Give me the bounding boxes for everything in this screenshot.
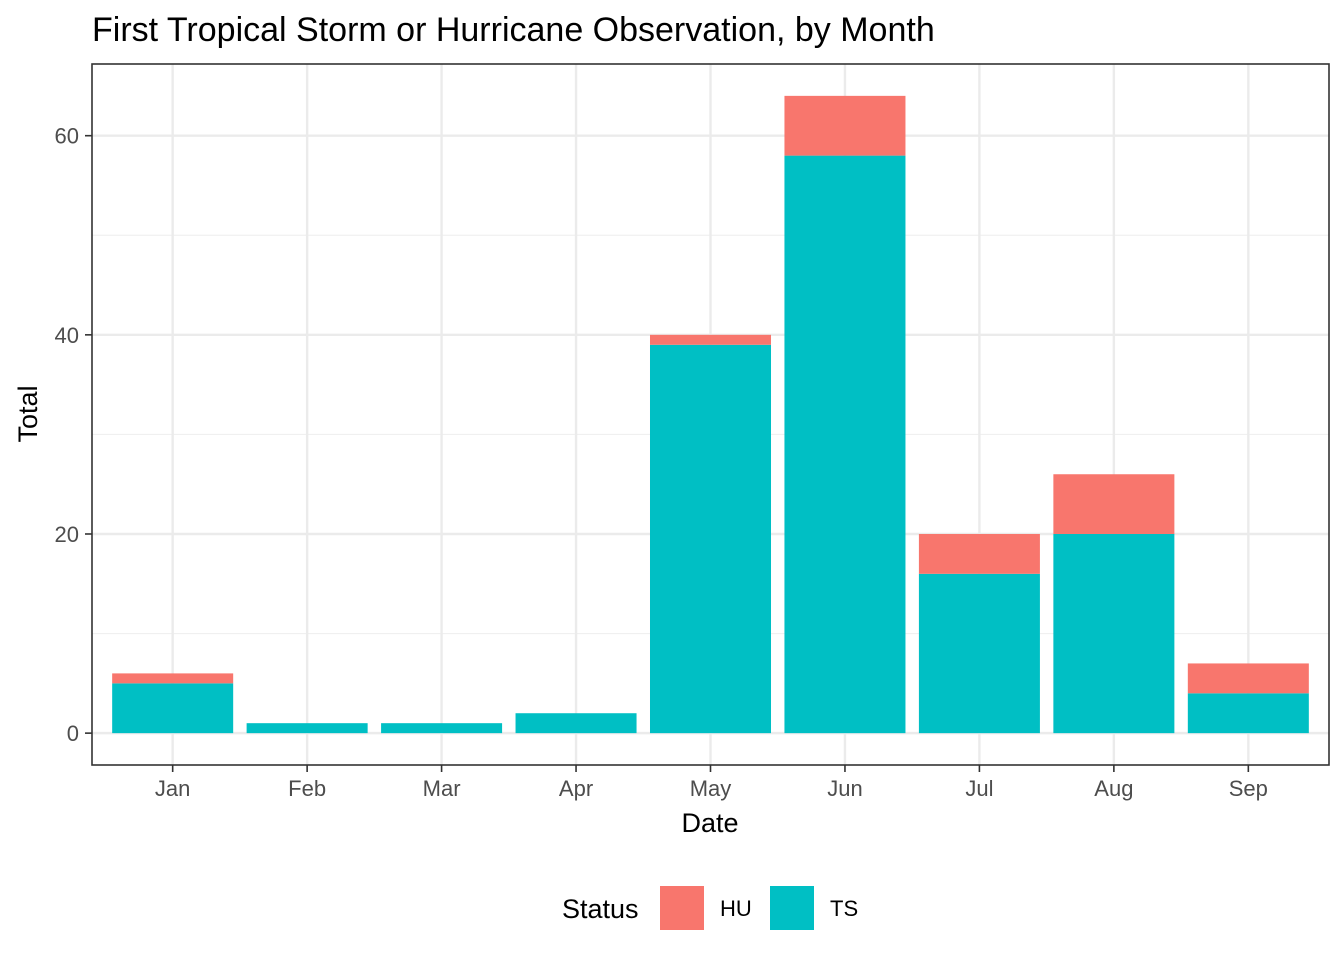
x-tick-label-aug: Aug bbox=[1094, 776, 1133, 801]
y-tick-label: 40 bbox=[55, 323, 79, 348]
bar-sep-hu bbox=[1187, 663, 1309, 694]
bar-mar-ts bbox=[381, 723, 503, 734]
legend-label-ts: TS bbox=[830, 896, 858, 921]
chart-title: First Tropical Storm or Hurricane Observ… bbox=[92, 11, 935, 49]
legend-key-hu bbox=[660, 886, 704, 930]
bars bbox=[112, 95, 1309, 734]
x-axis-title: Date bbox=[681, 808, 738, 838]
x-tick-label-jul: Jul bbox=[965, 776, 993, 801]
x-tick-label-mar: Mar bbox=[423, 776, 461, 801]
bar-jul-ts bbox=[918, 573, 1040, 734]
y-axis-title: Total bbox=[13, 385, 43, 442]
bar-jan-hu bbox=[112, 673, 234, 684]
bar-apr-ts bbox=[515, 713, 637, 734]
bar-jul-hu bbox=[918, 533, 1040, 574]
y-tick-label: 20 bbox=[55, 522, 79, 547]
x-tick-label-may: May bbox=[690, 776, 732, 801]
bar-may-ts bbox=[649, 344, 772, 734]
x-tick-label-apr: Apr bbox=[559, 776, 593, 801]
y-tick-label: 0 bbox=[67, 721, 79, 746]
bar-aug-ts bbox=[1053, 533, 1175, 734]
y-tick-label: 60 bbox=[55, 124, 79, 149]
bar-jan-ts bbox=[112, 683, 234, 734]
legend-key-ts bbox=[770, 886, 814, 930]
legend-items: HU TS bbox=[660, 886, 858, 930]
bar-aug-hu bbox=[1053, 474, 1175, 534]
x-tick-label-jan: Jan bbox=[155, 776, 190, 801]
x-tick-label-jun: Jun bbox=[827, 776, 862, 801]
x-axis: Jan Feb Mar Apr May Jun Jul Aug Sep bbox=[155, 765, 1268, 801]
bar-feb-ts bbox=[246, 723, 368, 734]
bar-sep-ts bbox=[1187, 693, 1309, 734]
bar-jun-ts bbox=[784, 155, 906, 734]
legend: Status HU TS bbox=[562, 886, 858, 930]
legend-title: Status bbox=[562, 894, 639, 924]
bar-may-hu bbox=[649, 334, 772, 345]
major-gridlines bbox=[92, 64, 1329, 765]
bar-jun-hu bbox=[784, 95, 906, 156]
legend-label-hu: HU bbox=[720, 896, 752, 921]
x-tick-label-sep: Sep bbox=[1229, 776, 1268, 801]
y-axis: 0 20 40 60 bbox=[55, 124, 92, 746]
x-tick-label-feb: Feb bbox=[288, 776, 326, 801]
